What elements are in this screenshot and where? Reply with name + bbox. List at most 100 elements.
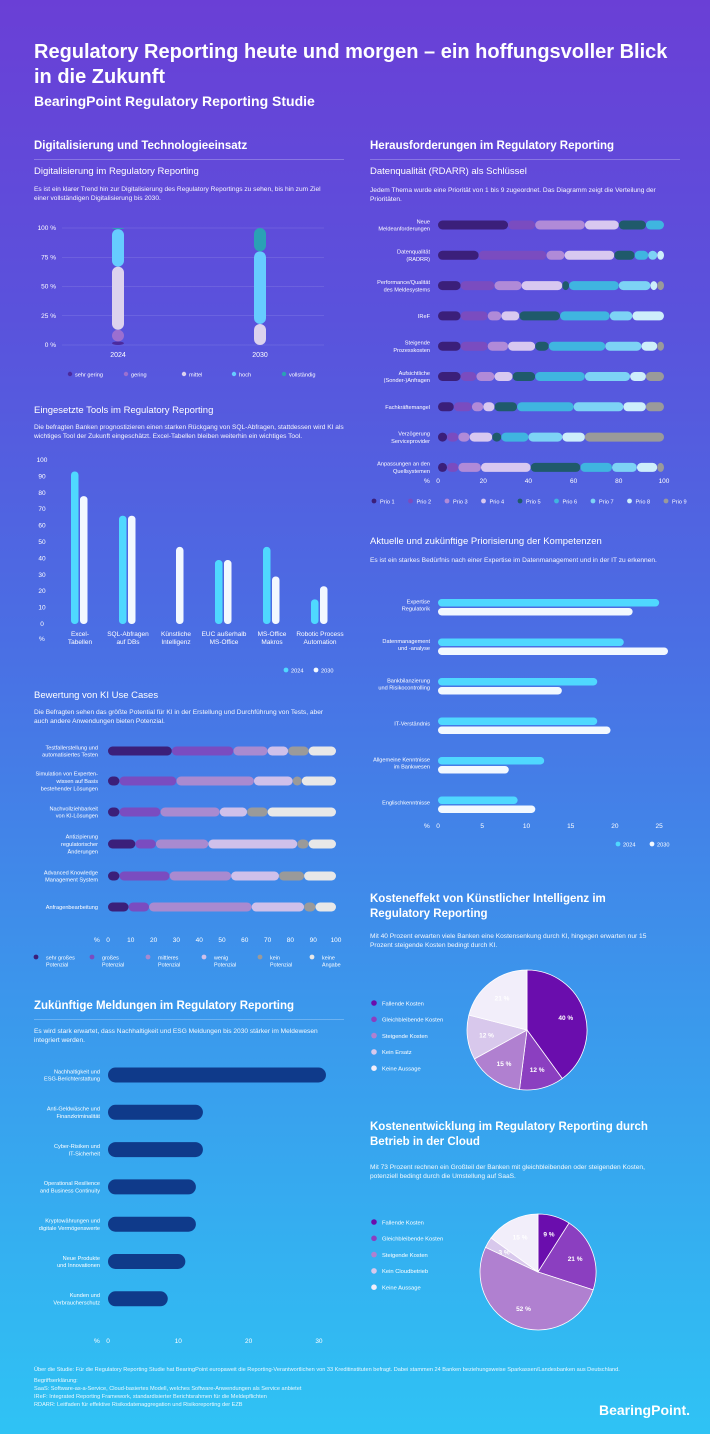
bar-segment: [438, 281, 461, 291]
bar-segment: [494, 402, 518, 412]
x-axis-label: %: [94, 1338, 100, 1345]
y-tick-label: 100 %: [38, 225, 57, 232]
bar-segment: [517, 402, 574, 412]
x-tick-label: 60: [570, 478, 578, 485]
x-tick-label: EUC außerhalb MS-Office: [202, 631, 247, 646]
pie-slice: [537, 1222, 597, 1291]
bar-segment: [297, 839, 309, 849]
bar-segment: [160, 807, 220, 817]
bar-segment: [308, 746, 336, 756]
bar-segment: [650, 281, 658, 291]
bar-segment: [247, 807, 268, 817]
bar-segment: [176, 776, 254, 786]
x-axis-label: %: [94, 937, 100, 944]
pie-value-label: 15 %: [497, 1061, 512, 1068]
legend-dot: [371, 1065, 377, 1071]
bar-segment: [108, 776, 120, 786]
footer-rdarr: RDARR: Leitfaden für effektive Risikodat…: [34, 1402, 243, 1408]
y-tick-label: 0 %: [45, 342, 56, 349]
x-tick-label: 40: [196, 937, 204, 944]
chart-desc-kosten-ki: Mit 40 Prozent erwarten viele Banken ein…: [370, 933, 647, 949]
bar: [224, 560, 232, 624]
section-title-digitalisierung: Digitalisierung und Technologieeinsatz: [34, 140, 248, 152]
bar-segment: [501, 311, 520, 321]
bar-segment: [480, 462, 531, 472]
bar: [438, 678, 598, 686]
y-tick-label: 50: [38, 539, 46, 546]
bar-segment: [623, 402, 646, 412]
legend-label: Prio 8: [636, 500, 651, 506]
bar-segment: [112, 266, 124, 330]
bar-segment: [169, 871, 232, 881]
legend-dot: [201, 954, 207, 960]
legend-label: Kein Ersatz: [382, 1050, 412, 1056]
legend-dot: [313, 667, 319, 673]
bar-segment: [267, 807, 336, 817]
bar-segment: [438, 250, 479, 260]
bar-segment: [530, 462, 581, 472]
x-axis-label: %: [424, 478, 430, 485]
pie-value-label: 40 %: [558, 1015, 573, 1022]
y-tick-label: 30: [38, 572, 46, 579]
bar-segment: [508, 220, 536, 230]
bar-segment: [641, 341, 658, 351]
brand-logo: BearingPoint.: [598, 1402, 690, 1418]
y-tick-label: 10: [38, 605, 46, 612]
x-tick-label: 2030: [252, 352, 268, 359]
y-tick-label: Kryptowährungen und digitale Vermögenswer…: [39, 1219, 100, 1232]
bar-segment: [492, 432, 502, 442]
bar-segment: [645, 372, 664, 381]
bar-segment: [460, 281, 495, 291]
y-tick-label: Fachkräftemangel: [385, 405, 430, 411]
bar-segment: [254, 228, 266, 252]
chart-desc-ki: Die Befragten sehen das größte Potential…: [34, 709, 324, 725]
pie-value-label: 12 %: [530, 1067, 545, 1074]
footer-saas: SaaS: Software-as-a-Service, Cloud-basie…: [34, 1386, 302, 1392]
x-tick-label: 15: [567, 823, 575, 830]
y-tick-label: Datenmanagement und -analyse: [382, 639, 430, 652]
legend-label: vollständig: [289, 373, 315, 379]
legend-dot: [33, 954, 39, 960]
legend-dot: [371, 1032, 377, 1039]
x-tick-label: 70: [264, 937, 272, 944]
legend-label: sehr gering: [75, 373, 103, 379]
chart-title-digital: Digitalisierung im Regulatory Reporting: [34, 166, 199, 177]
chart-desc-meldungen: Es wird stark erwartet, dass Nachhaltigk…: [34, 1028, 318, 1044]
chart-title-kosten-cloud: Kostenentwicklung im Regulatory Reportin…: [370, 1121, 648, 1148]
y-tick-label: Advanced Knowledge Management System: [44, 870, 98, 883]
bar-segment: [458, 432, 470, 442]
chart-digitalisierung: 0 % 25 % 50 % 75 % 100 % 2024 2030 sehr gering g…: [38, 225, 324, 379]
bar-segment: [460, 311, 488, 321]
legend-dot: [257, 954, 263, 960]
y-tick-label: 75 %: [41, 254, 56, 261]
legend-dot: [371, 1000, 377, 1006]
bar-segment: [636, 462, 658, 472]
x-tick-label: 2024: [110, 352, 126, 359]
bar: [438, 638, 624, 646]
bar-segment: [171, 746, 234, 756]
y-tick-label: Anfragenbearbeitung: [46, 905, 98, 911]
x-tick-label: 0: [436, 823, 440, 830]
y-tick-label: Aufsichtliche (Sonder-)Anfragen: [384, 371, 430, 384]
x-tick-label: SQL-Abfragen auf DBs: [107, 631, 149, 646]
legend-dot: [371, 1235, 377, 1242]
bar: [320, 586, 328, 624]
bar-segment: [254, 251, 266, 324]
bar-segment: [494, 281, 522, 291]
y-tick-label: Datenqualität (RADRR): [397, 250, 430, 263]
x-tick-label: 5: [480, 823, 484, 830]
bar-segment: [483, 402, 495, 412]
bar: [108, 1216, 196, 1232]
section-divider: [370, 159, 680, 160]
chart-title-tools: Eingesetzte Tools im Regulatory Reportin…: [34, 405, 214, 416]
bar-segment: [535, 220, 585, 230]
y-tick-label: Allgemeine Kenntnisse im Bankwesen: [373, 757, 430, 770]
bar-segment: [580, 462, 613, 472]
bar-segment: [438, 372, 461, 381]
bar-segment: [614, 250, 635, 260]
bar: [108, 1291, 168, 1307]
bar: [438, 796, 518, 804]
y-tick-label: Antizipierung regulatorischer Änderungen: [61, 835, 98, 856]
pie-value-label: 15 %: [513, 1234, 528, 1241]
legend-dot: [649, 841, 655, 847]
